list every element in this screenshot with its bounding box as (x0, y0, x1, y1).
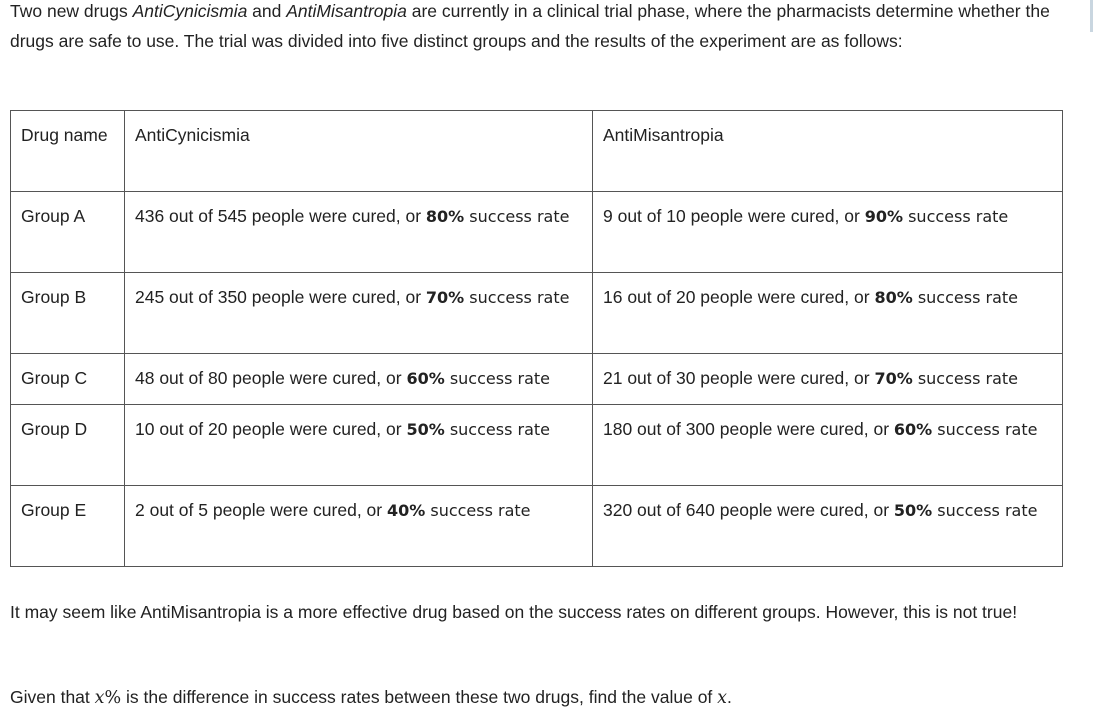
drug-name-anticynicismia: AntiCynicismia (132, 1, 248, 21)
antimisantropia-result: 16 out of 20 people were cured, or 80% s… (592, 272, 1063, 354)
header-drug-name: Drug name (10, 110, 125, 192)
group-label: Group D (10, 404, 125, 486)
antimisantropia-result: 320 out of 640 people were cured, or 50%… (592, 485, 1063, 567)
anticynicismia-result: 10 out of 20 people were cured, or 50% s… (124, 404, 593, 486)
antimisantropia-result: 21 out of 30 people were cured, or 70% s… (592, 353, 1063, 405)
intro-paragraph: Two new drugs AntiCynicismia and AntiMis… (10, 0, 1070, 56)
group-label: Group C (10, 353, 125, 405)
header-antimisantropia: AntiMisantropia (592, 110, 1063, 192)
math-variable-x: x (94, 688, 105, 708)
anticynicismia-result: 436 out of 545 people were cured, or 80%… (124, 191, 593, 273)
table-row: Group A 436 out of 545 people were cured… (10, 191, 1063, 273)
drug-name-antimisantropia: AntiMisantropia (286, 1, 407, 21)
group-label: Group E (10, 485, 125, 567)
anticynicismia-result: 245 out of 350 people were cured, or 70%… (124, 272, 593, 354)
anticynicismia-result: 2 out of 5 people were cured, or 40% suc… (124, 485, 593, 567)
header-anticynicismia: AntiCynicismia (124, 110, 593, 192)
table-row: Group C 48 out of 80 people were cured, … (10, 353, 1063, 405)
anticynicismia-result: 48 out of 80 people were cured, or 60% s… (124, 353, 593, 405)
group-label: Group B (10, 272, 125, 354)
scrollbar-edge[interactable] (1090, 0, 1093, 32)
group-label: Group A (10, 191, 125, 273)
question-text-2: is the difference in success rates betwe… (121, 687, 718, 707)
question-text-end: . (727, 687, 732, 707)
antimisantropia-result: 180 out of 300 people were cured, or 60%… (592, 404, 1063, 486)
math-percent: % (104, 688, 122, 708)
observation-paragraph: It may seem like AntiMisantropia is a mo… (10, 602, 1018, 622)
math-variable-x: x (717, 688, 728, 708)
antimisantropia-result: 9 out of 10 people were cured, or 90% su… (592, 191, 1063, 273)
intro-text-3: are currently in a clinical trial phase,… (10, 1, 1050, 51)
question-paragraph: Given that x% is the difference in succe… (10, 682, 1070, 713)
intro-text-2: and (247, 1, 287, 21)
table-header-row: Drug name AntiCynicismia AntiMisantropia (10, 110, 1063, 192)
table-row: Group D 10 out of 20 people were cured, … (10, 404, 1063, 486)
table-row: Group E 2 out of 5 people were cured, or… (10, 485, 1063, 567)
trial-results-table: Drug name AntiCynicismia AntiMisantropia… (10, 110, 1063, 567)
intro-text-1: Two new drugs (10, 1, 133, 21)
table-row: Group B 245 out of 350 people were cured… (10, 272, 1063, 354)
question-text-1: Given that (10, 687, 95, 707)
